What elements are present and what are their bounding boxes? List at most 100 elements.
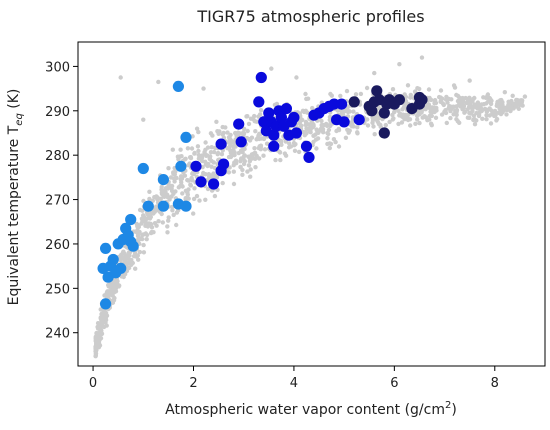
data-point: [290, 127, 302, 139]
cloud-outlier-point: [269, 66, 274, 71]
chart-title: TIGR75 atmospheric profiles: [196, 7, 424, 26]
cloud-point: [133, 254, 139, 259]
cloud-point: [504, 112, 509, 117]
cloud-point: [247, 138, 253, 143]
cloud-point: [179, 154, 184, 159]
cloud-point: [325, 136, 330, 141]
cloud-point: [484, 109, 489, 114]
cloud-point: [494, 118, 499, 123]
cloud-point: [190, 171, 195, 176]
cloud-point: [122, 271, 128, 277]
cloud-point: [208, 150, 214, 155]
cloud-point: [427, 117, 432, 122]
cloud-outlier-point: [156, 79, 161, 85]
cloud-point: [455, 119, 460, 124]
cloud-point: [204, 153, 209, 158]
cloud-point: [328, 91, 333, 97]
cloud-point: [192, 150, 197, 156]
cloud-point: [415, 86, 420, 91]
data-point: [378, 127, 390, 139]
cloud-point: [110, 290, 115, 296]
cloud-outlier-point: [397, 61, 402, 67]
data-point: [336, 98, 348, 110]
cloud-point: [518, 98, 523, 103]
cloud-point: [191, 196, 197, 202]
data-point: [300, 140, 313, 152]
cloud-point: [432, 106, 437, 111]
cloud-point: [432, 98, 438, 103]
cloud-point: [333, 139, 338, 145]
cloud-point: [227, 143, 233, 149]
cloud-point: [254, 119, 259, 124]
cloud-point: [154, 223, 159, 228]
y-axis-label-main: Equivalent temperature T: [6, 125, 22, 305]
cloud-point: [209, 158, 214, 164]
cloud-point: [426, 87, 432, 92]
cloud-point: [203, 140, 208, 145]
cloud-point: [196, 148, 201, 154]
cloud-point: [445, 100, 450, 105]
data-point: [233, 118, 245, 130]
x-tick-label: 4: [290, 376, 298, 391]
cloud-point: [147, 216, 153, 221]
cloud-point: [274, 101, 280, 107]
cloud-point: [484, 113, 489, 118]
cloud-point: [346, 130, 351, 135]
data-point: [137, 162, 149, 175]
cloud-point: [231, 163, 236, 168]
cloud-point: [351, 109, 356, 114]
cloud-point: [215, 152, 220, 157]
plot-frame: [77, 41, 546, 367]
cloud-point: [245, 128, 250, 134]
cloud-point: [135, 233, 141, 239]
cloud-point: [444, 120, 449, 126]
cloud-point: [255, 135, 260, 141]
cloud-point: [372, 132, 377, 137]
cloud-point: [96, 332, 101, 338]
x-axis-label-main: Atmospheric water vapor content (g/cm: [165, 402, 445, 418]
cloud-point: [481, 95, 486, 100]
background-cloud: [93, 55, 528, 359]
cloud-point: [186, 163, 191, 168]
cloud-point: [344, 88, 350, 94]
cloud-point: [141, 250, 147, 255]
cloud-point: [286, 145, 292, 150]
cloud-point: [370, 120, 375, 126]
cloud-point: [347, 109, 352, 114]
cloud-point: [454, 92, 459, 98]
cloud-point: [417, 120, 422, 126]
cloud-point: [300, 108, 306, 114]
cloud-point: [405, 83, 411, 88]
cloud-point: [167, 197, 172, 202]
cloud-point: [447, 103, 452, 109]
cloud-point: [205, 186, 211, 192]
cloud-point: [257, 156, 262, 161]
cloud-point: [188, 182, 193, 187]
cloud-point: [506, 103, 511, 108]
cloud-point: [211, 171, 216, 176]
cloud-point: [472, 122, 478, 127]
y-tick-label: 280: [45, 149, 70, 164]
cloud-point: [355, 130, 360, 135]
cloud-point: [326, 131, 331, 137]
data-point: [366, 105, 378, 117]
data-point: [190, 160, 202, 172]
cloud-point: [189, 146, 195, 151]
cloud-point: [194, 126, 200, 131]
cloud-point: [172, 179, 177, 184]
cloud-point: [451, 104, 456, 110]
cloud-point: [231, 169, 236, 174]
cloud-point: [451, 83, 457, 88]
cloud-point: [248, 174, 253, 179]
cloud-point: [277, 150, 283, 155]
cloud-point: [441, 102, 446, 108]
cloud-point: [462, 110, 467, 115]
cloud-point: [178, 147, 183, 152]
cloud-point: [166, 166, 171, 171]
data-point: [416, 94, 428, 106]
data-point: [255, 71, 267, 84]
cloud-point: [103, 316, 108, 321]
data-point: [268, 140, 280, 152]
cloud-point: [99, 331, 104, 337]
cloud-point: [105, 289, 110, 294]
